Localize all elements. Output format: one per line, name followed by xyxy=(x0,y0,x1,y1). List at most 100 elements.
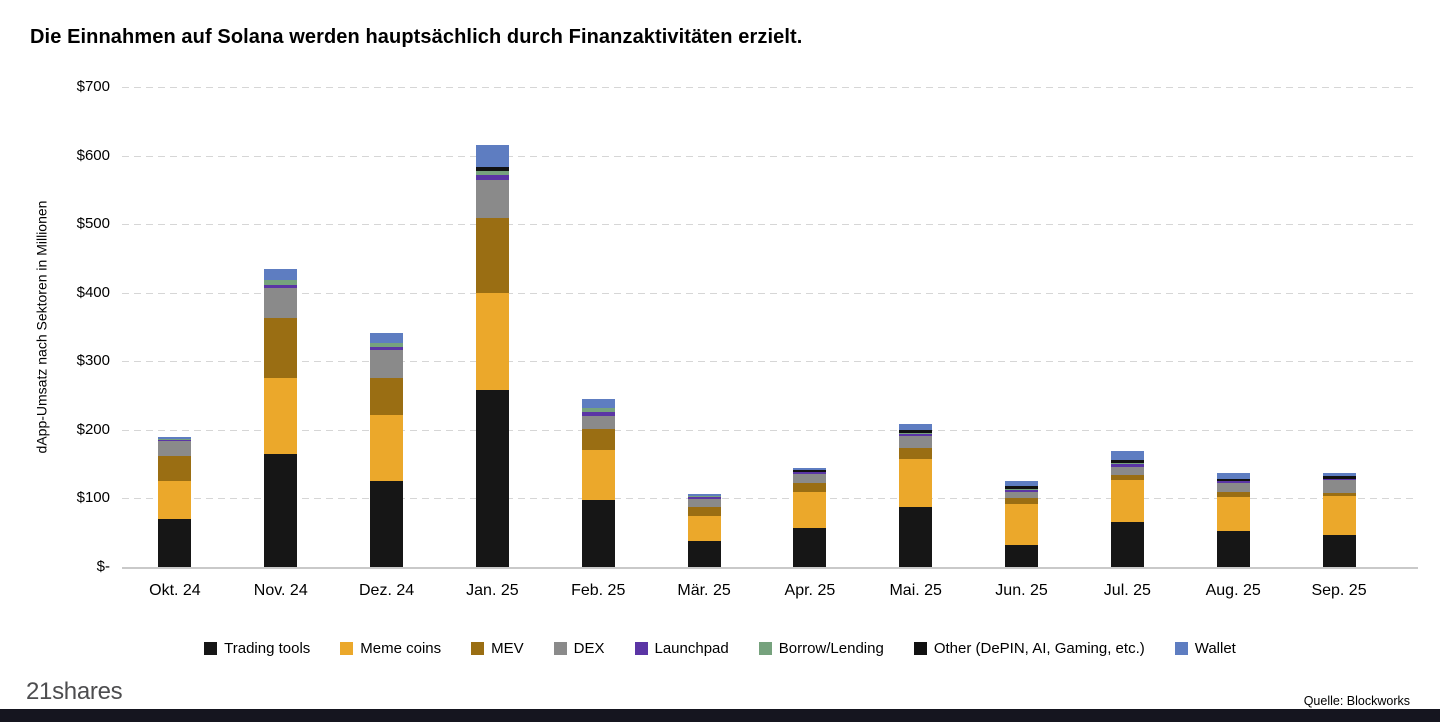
bar-segment xyxy=(793,471,827,473)
x-tick-label: Jun. 25 xyxy=(995,582,1048,599)
bar-slot xyxy=(228,87,334,567)
bar-segment xyxy=(1005,497,1039,504)
bar-segment xyxy=(687,495,721,497)
bar-slot xyxy=(1180,87,1286,567)
legend-item: Other (DePIN, AI, Gaming, etc.) xyxy=(913,640,1145,657)
bar-segment xyxy=(1322,496,1356,535)
stacked-bar xyxy=(793,87,827,567)
legend-label: MEV xyxy=(491,640,524,657)
bar-segment xyxy=(899,432,933,435)
legend-swatch xyxy=(913,642,927,655)
bar-segment xyxy=(1216,483,1250,492)
stacked-bar xyxy=(1216,87,1250,567)
stacked-bar xyxy=(687,87,721,567)
bar-segment xyxy=(264,287,298,319)
bar-segment xyxy=(370,346,404,351)
gridline xyxy=(122,292,1418,294)
bar-segment xyxy=(475,180,509,218)
gridline xyxy=(122,429,1418,431)
legend-label: Trading tools xyxy=(224,640,311,657)
legend-swatch xyxy=(471,642,485,655)
x-tick-label: Apr. 25 xyxy=(784,582,836,599)
bar-segment xyxy=(581,412,615,416)
legend: Trading tools Meme coins MEV DEX Launchpad Bo… xyxy=(0,640,1440,657)
bar-segment xyxy=(158,439,192,441)
bar-segment xyxy=(793,527,827,567)
bar-slot xyxy=(334,87,440,567)
x-tick-label: Aug. 25 xyxy=(1205,582,1261,599)
legend-item: Meme coins xyxy=(340,640,441,657)
bar-segment xyxy=(475,390,509,567)
bar-segment xyxy=(1005,486,1039,489)
bar-segment xyxy=(1110,522,1144,567)
bar-segment xyxy=(1110,475,1144,480)
bar-segment xyxy=(370,378,404,415)
bar-segment xyxy=(158,455,192,482)
y-tick-label: $500 xyxy=(76,215,110,233)
bar-segment xyxy=(581,407,615,413)
stacked-bar xyxy=(1005,87,1039,567)
bar-segment xyxy=(1322,492,1356,497)
bar-segment xyxy=(475,144,509,168)
bar-segment xyxy=(158,440,192,456)
bar-segment xyxy=(581,399,615,408)
bar-segment xyxy=(370,350,404,379)
legend-label: Other (DePIN, AI, Gaming, etc.) xyxy=(933,640,1145,657)
bar-segment xyxy=(370,342,404,347)
plot-column: Okt. 24 Nov. 24 Dez. 24 Jan. 25 Feb. 25 Mär. … xyxy=(122,87,1418,600)
bar-segment xyxy=(1110,451,1144,461)
y-tick-label: $600 xyxy=(76,146,110,164)
bar-segment xyxy=(687,507,721,516)
x-tick-label: Mär. 25 xyxy=(677,582,731,599)
bar-segment xyxy=(581,499,615,567)
legend-swatch xyxy=(553,642,567,655)
bar-slot xyxy=(122,87,228,567)
stacked-bar xyxy=(1110,87,1144,567)
bar-segment xyxy=(793,470,827,472)
x-tick-label: Nov. 24 xyxy=(253,582,308,599)
bar-segment xyxy=(1216,480,1250,482)
legend-swatch xyxy=(758,642,772,655)
y-axis-title-text: dApp-Umsatz nach Sektoren in Millionen xyxy=(33,200,49,454)
bar-segment xyxy=(687,493,721,496)
y-axis-title: dApp-Umsatz nach Sektoren in Millionen xyxy=(26,87,56,567)
bar-segment xyxy=(1110,460,1144,463)
legend-item: DEX xyxy=(553,640,605,657)
x-tick-label: Feb. 25 xyxy=(571,582,626,599)
bar-segment xyxy=(1005,492,1039,498)
bar-segment xyxy=(264,318,298,379)
bar-segment xyxy=(158,519,192,567)
bar-segment xyxy=(899,429,933,433)
bar-segment xyxy=(1216,478,1250,481)
stacked-bar xyxy=(475,87,509,567)
y-tick-label: $700 xyxy=(76,78,110,95)
bar-segment xyxy=(793,468,827,471)
bar-segment xyxy=(793,483,827,492)
bar-segment xyxy=(899,458,933,508)
bar-slot xyxy=(651,87,757,567)
bar-segment xyxy=(370,332,404,343)
bar-segment xyxy=(899,448,933,459)
y-tick-label: $100 xyxy=(76,489,110,507)
legend-item: Borrow/Lending xyxy=(758,640,884,657)
chart-title: Die Einnahmen auf Solana werden hauptsäc… xyxy=(30,26,803,48)
bar-segment xyxy=(1216,497,1250,532)
bar-segment xyxy=(581,415,615,429)
legend-swatch xyxy=(340,642,354,655)
bar-segment xyxy=(264,284,298,288)
gridline xyxy=(122,155,1418,157)
stacked-bar xyxy=(899,87,933,567)
bar-segment xyxy=(793,491,827,528)
bar-slot xyxy=(439,87,545,567)
legend-item: Trading tools xyxy=(204,640,310,657)
legend-label: Meme coins xyxy=(360,640,442,657)
bar-slot xyxy=(863,87,969,567)
stacked-bar xyxy=(158,87,192,567)
bar-segment xyxy=(1322,479,1356,493)
bar-segment xyxy=(1322,534,1356,567)
bar-segment xyxy=(1216,473,1250,479)
y-axis-ticks: $700 $600 $500 $400 $300 $200 $100 $- xyxy=(56,78,122,575)
bar-segment xyxy=(475,292,509,391)
y-tick-label: $200 xyxy=(76,420,110,438)
x-tick-label: Jul. 25 xyxy=(1103,582,1151,599)
